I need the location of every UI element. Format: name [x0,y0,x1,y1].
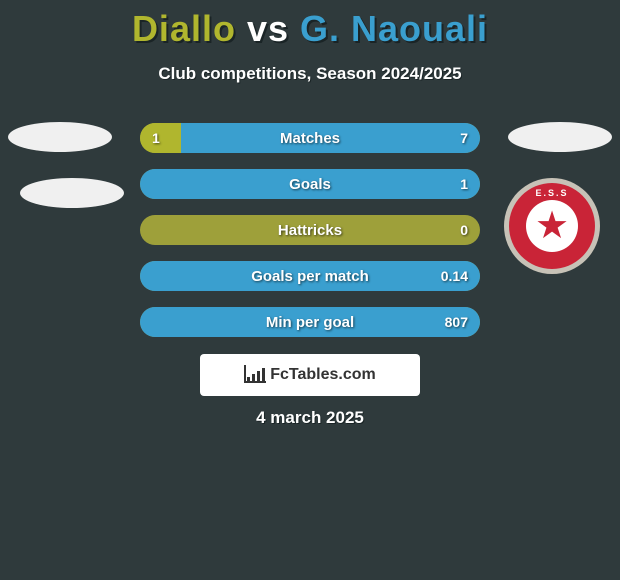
stat-bar: Hattricks0 [140,215,480,245]
bar-value-right: 0.14 [441,261,468,291]
team-oval [20,178,124,208]
bar-value-right: 1 [460,169,468,199]
player2-name: G. Naouali [300,8,488,49]
stat-bar: Goals per match0.14 [140,261,480,291]
bar-label: Min per goal [140,307,480,337]
source-logo: FcTables.com [200,354,420,396]
stat-bars: Matches17Goals1Hattricks0Goals per match… [140,123,480,353]
star-icon: ★ [535,207,569,245]
player-oval [508,122,612,152]
subtitle: Club competitions, Season 2024/2025 [0,64,620,84]
right-player-placeholder [508,122,612,152]
comparison-title: Diallo vs G. Naouali [0,0,620,50]
left-player-placeholder [8,122,124,234]
bar-label: Goals [140,169,480,199]
bar-label: Goals per match [140,261,480,291]
player1-name: Diallo [132,8,236,49]
date-text: 4 march 2025 [0,408,620,428]
bar-value-right: 7 [460,123,468,153]
bar-value-left: 1 [152,123,160,153]
logo-text: FcTables.com [270,366,376,384]
chart-icon [244,367,264,383]
stat-bar: Matches1 7 [140,123,480,153]
bar-label: Hattricks [140,215,480,245]
vs-text: vs [247,8,289,49]
bar-value-right: 807 [445,307,468,337]
badge-center: ★ [526,200,578,252]
stat-bar: Min per goal807 [140,307,480,337]
badge-text: E.S.S [504,188,600,198]
bar-label: Matches [140,123,480,153]
bar-value-right: 0 [460,215,468,245]
stat-bar: Goals1 [140,169,480,199]
player-oval [8,122,112,152]
team-badge: E.S.S ★ [504,178,600,274]
